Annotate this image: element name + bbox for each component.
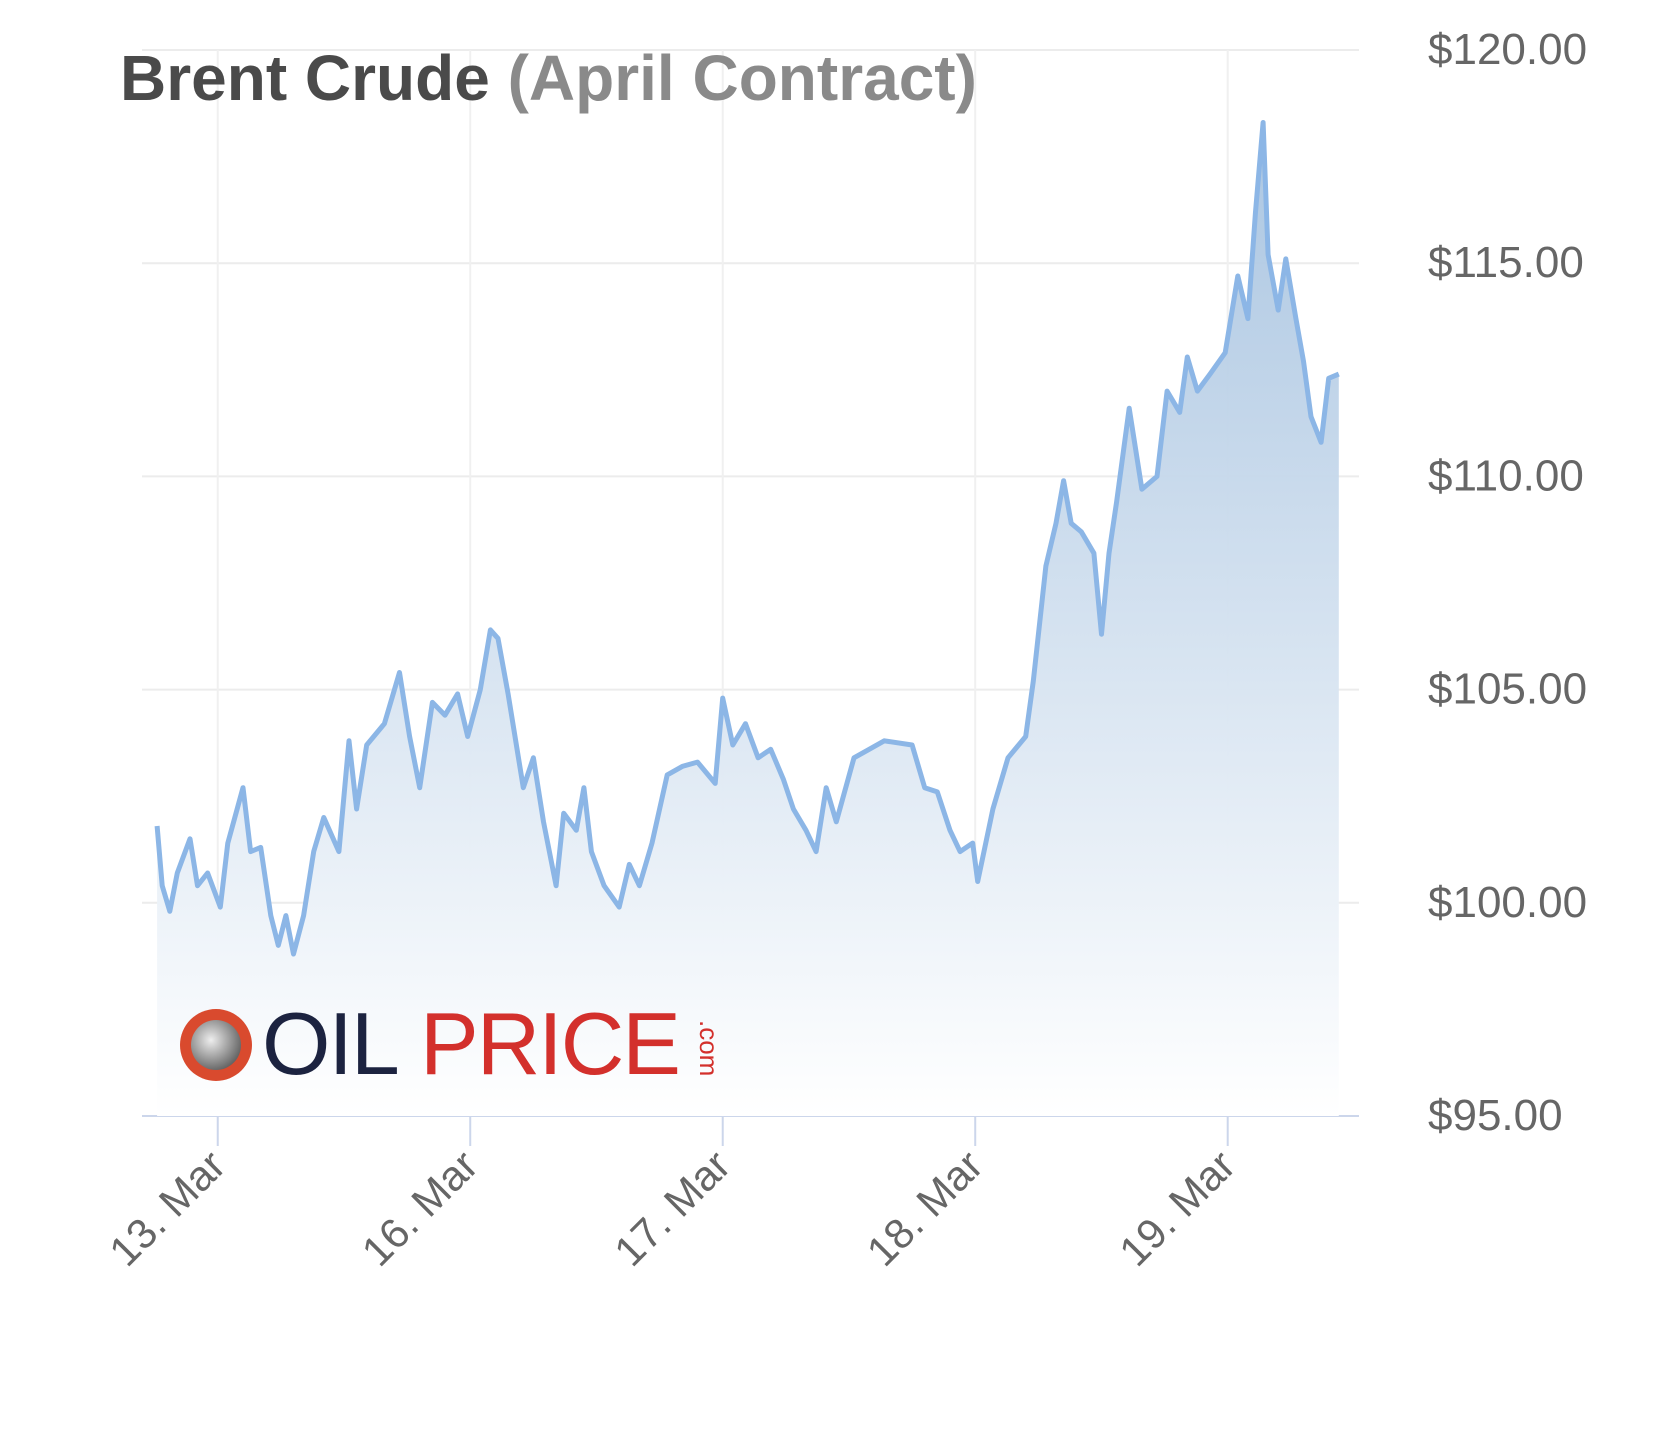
y-tick-label: $120.00: [1428, 25, 1587, 74]
logo-text: OIL: [262, 994, 398, 1093]
watermark-logo: OIL PRICE .com: [180, 994, 724, 1093]
plot: [154, 120, 1340, 1116]
y-tick-label: $105.00: [1428, 665, 1587, 714]
logo-suffix: .com: [694, 1020, 724, 1076]
title: Brent Crude: [120, 42, 490, 114]
area-fill: [157, 122, 1339, 1116]
x-tick-label: 17. Mar: [605, 1141, 739, 1275]
y-tick-label: $115.00: [1428, 238, 1584, 287]
x-tick-label: 16. Mar: [353, 1141, 487, 1275]
x-tick-label: 19. Mar: [1110, 1141, 1244, 1275]
logo-text: PRICE: [420, 994, 679, 1093]
y-tick-label: $110.00: [1428, 451, 1584, 500]
logo-drop: [191, 1020, 241, 1070]
price-line: [154, 120, 1340, 957]
x-tick-label: 18. Mar: [858, 1141, 992, 1275]
x-tick-label: 13. Mar: [100, 1141, 234, 1275]
y-tick-label: $100.00: [1428, 878, 1587, 927]
subtitle: (April Contract): [508, 42, 977, 114]
y-tick-label: $95.00: [1428, 1091, 1563, 1140]
chart-title: Brent Crude (April Contract): [120, 42, 977, 114]
